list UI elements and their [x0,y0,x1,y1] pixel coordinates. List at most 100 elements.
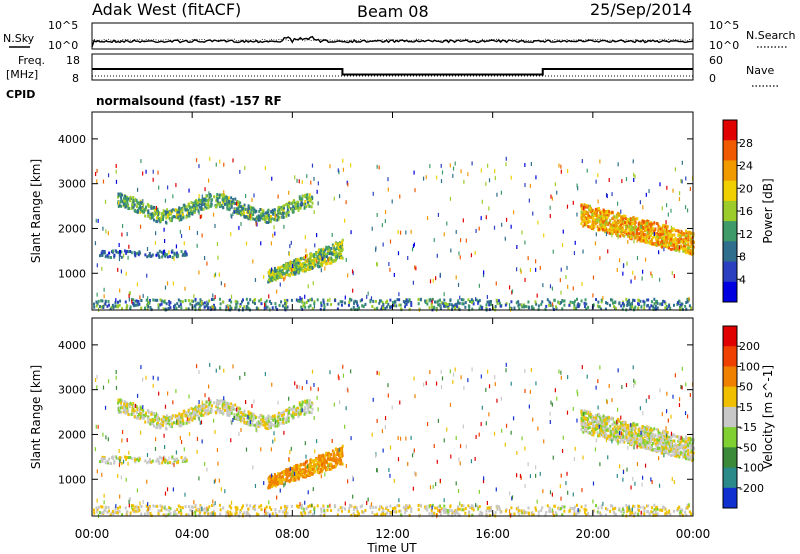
power-echo-mark [315,252,318,256]
velocity-echo-mark [299,412,302,416]
velocity-echo-mark [152,424,155,428]
power-echo-mark [287,261,290,265]
power-echo-mark [583,213,586,217]
power-echo-mark [671,247,674,251]
power-echo-mark [281,208,284,212]
velocity-echo-mark [122,408,125,412]
power-echo-mark [612,221,615,225]
power-echo-mark [297,208,300,212]
power-echo-mark [686,249,689,253]
power-echo-mark [255,220,258,224]
power-echo-mark [139,200,142,204]
power-echo-mark [258,209,261,213]
velocity-echo-mark [241,413,244,417]
velocity-echo-mark [118,409,121,413]
power-echo-mark [148,301,151,305]
velocity-echo-mark [339,454,342,458]
power-speckle-mark [663,247,665,252]
velocity-echo-mark [295,465,298,469]
power-echo-mark [223,199,226,203]
velocity-echo-mark [142,413,145,417]
power-echo-mark [676,239,679,243]
power-echo-mark [629,229,632,233]
power-echo-mark [221,198,224,202]
power-echo-mark [249,205,252,209]
velocity-echo-mark [613,421,616,425]
power-echo-mark [287,213,290,217]
velocity-echo-mark [328,458,331,462]
noise-right-label: N.Search [746,29,796,42]
power-echo-mark [656,222,659,226]
power-echo-mark [169,218,172,222]
power-echo-mark [269,270,272,274]
power-echo-mark [165,216,168,220]
power-speckle-mark [299,296,301,301]
velocity-echo-mark [259,413,262,417]
velocity-echo-mark [288,411,291,415]
power-speckle-mark [639,200,641,205]
power-echo-mark [271,277,274,281]
power-echo-mark [590,223,593,227]
power-speckle-mark [389,239,392,244]
velocity-echo-mark [169,418,172,422]
velocity-echo-mark [141,415,144,419]
power-speckle-mark [574,240,576,245]
velocity-echo-mark [292,470,295,474]
power-echo-mark [129,199,132,203]
power-echo-mark [273,266,276,270]
velocity-echo-mark [304,407,307,411]
power-echo-mark [270,217,273,221]
velocity-echo-mark [133,415,136,419]
power-speckle-mark [293,265,296,270]
power-echo-mark [295,261,298,265]
power-echo-mark [437,303,440,307]
power-speckle-mark [572,200,574,205]
power-speckle-mark [467,172,469,177]
power-echo-mark [272,212,275,216]
velocity-echo-mark [129,401,132,405]
velocity-echo-mark [298,412,301,416]
velocity-echo-mark [290,467,293,471]
power-echo-mark [622,233,625,237]
velocity-echo-mark [185,421,188,425]
power-echo-mark [532,307,535,311]
velocity-echo-mark [264,426,267,430]
power-speckle-mark [630,279,632,284]
velocity-echo-mark [313,470,316,474]
velocity-echo-mark [178,412,181,416]
power-echo-mark [384,306,387,310]
power-echo-mark [135,252,138,256]
velocity-echo-mark [301,470,304,474]
power-echo-mark [561,307,564,311]
velocity-echo-mark [330,453,333,457]
power-speckle-mark [283,277,285,282]
power-speckle-mark [459,295,461,300]
power-speckle-mark [577,302,579,307]
velocity-echo-mark [228,408,231,412]
power-echo-mark [656,240,659,244]
velocity-echo-mark [282,469,285,473]
power-speckle-mark [255,221,257,226]
power-echo-mark [179,214,182,218]
power-echo-mark [635,235,638,239]
power-speckle-mark [678,245,681,250]
power-echo-mark [442,302,445,306]
power-echo-mark [355,300,358,304]
velocity-echo-mark [312,465,315,469]
power-echo-mark [580,207,583,211]
power-echo-mark [202,198,205,202]
power-speckle-mark [471,161,473,166]
power-speckle-mark [443,232,445,237]
power-echo-mark [478,307,481,311]
power-speckle-mark [104,199,107,204]
power-speckle-mark [224,283,226,288]
freq-tick-8: 8 [72,72,79,85]
velocity-echo-mark [226,411,229,415]
power-echo-mark [659,302,662,306]
power-echo-mark [188,214,191,218]
velocity-echo-mark [264,417,267,421]
power-echo-mark [109,256,112,260]
power-echo-mark [304,201,307,205]
velocity-echo-mark [298,464,301,468]
power-echo-mark [607,213,610,217]
